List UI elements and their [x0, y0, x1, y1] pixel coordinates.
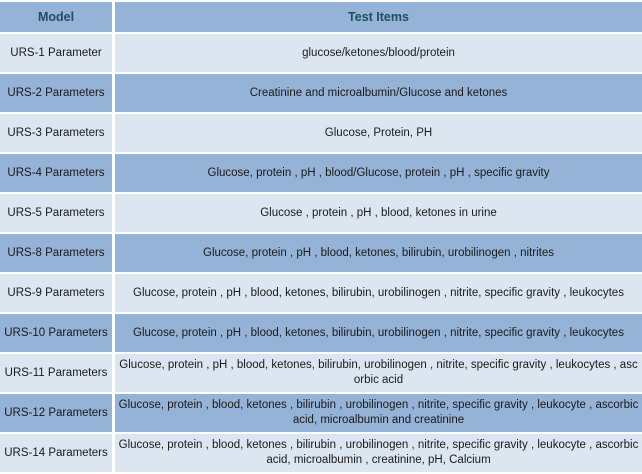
cell-test-items: Glucose , protein , pH , blood, ketones …: [115, 194, 642, 232]
cell-model: URS-4 Parameters: [0, 154, 115, 192]
cell-model: URS-14 Parameters: [0, 434, 115, 472]
cell-model: URS-9 Parameters: [0, 274, 115, 312]
table-body: URS-1 Parameter glucose/ketones/blood/pro…: [0, 34, 642, 472]
column-header-test-items: Test Items: [115, 2, 642, 32]
table-row: URS-11 Parameters Glucose, protein , pH ,…: [0, 354, 642, 392]
table-row: URS-4 Parameters Glucose, protein , pH , …: [0, 154, 642, 192]
cell-test-items: Glucose, protein , pH , blood, ketones, …: [115, 234, 642, 272]
cell-model: URS-8 Parameters: [0, 234, 115, 272]
cell-test-items: Glucose, protein , pH , blood, ketones, …: [115, 314, 642, 352]
cell-test-items: Glucose, protein , blood, ketones , bili…: [115, 394, 642, 432]
table-header: Model Test Items: [0, 2, 642, 32]
cell-test-items: Glucose, Protein, PH: [115, 114, 642, 152]
cell-test-items: glucose/ketones/blood/protein: [115, 34, 642, 72]
cell-model: URS-10 Parameters: [0, 314, 115, 352]
cell-test-items: Glucose, protein , blood, ketones , bili…: [115, 434, 642, 472]
cell-test-items: Glucose, protein , pH , blood/Glucose, p…: [115, 154, 642, 192]
table-row: URS-2 Parameters Creatinine and microalbu…: [0, 74, 642, 112]
table-row: URS-9 Parameters Glucose, protein , pH , …: [0, 274, 642, 312]
table-row: URS-3 Parameters Glucose, Protein, PH: [0, 114, 642, 152]
table-row: URS-5 Parameters Glucose , protein , pH ,…: [0, 194, 642, 232]
cell-model: URS-5 Parameters: [0, 194, 115, 232]
cell-model: URS-12 Parameters: [0, 394, 115, 432]
cell-model: URS-11 Parameters: [0, 354, 115, 392]
cell-test-items: Creatinine and microalbumin/Glucose and …: [115, 74, 642, 112]
table-row: URS-12 Parameters Glucose, protein , bloo…: [0, 394, 642, 432]
column-header-model: Model: [0, 2, 115, 32]
table-row: URS-10 Parameters Glucose, protein , pH ,…: [0, 314, 642, 352]
cell-model: URS-3 Parameters: [0, 114, 115, 152]
cell-model: URS-2 Parameters: [0, 74, 115, 112]
header-row: Model Test Items: [0, 2, 642, 32]
cell-test-items: Glucose, protein , pH , blood, ketones, …: [115, 354, 642, 392]
cell-test-items: Glucose, protein , pH , blood, ketones, …: [115, 274, 642, 312]
table-row: URS-8 Parameters Glucose, protein , pH , …: [0, 234, 642, 272]
table-row: URS-14 Parameters Glucose, protein , bloo…: [0, 434, 642, 472]
cell-model: URS-1 Parameter: [0, 34, 115, 72]
table-row: URS-1 Parameter glucose/ketones/blood/pro…: [0, 34, 642, 72]
